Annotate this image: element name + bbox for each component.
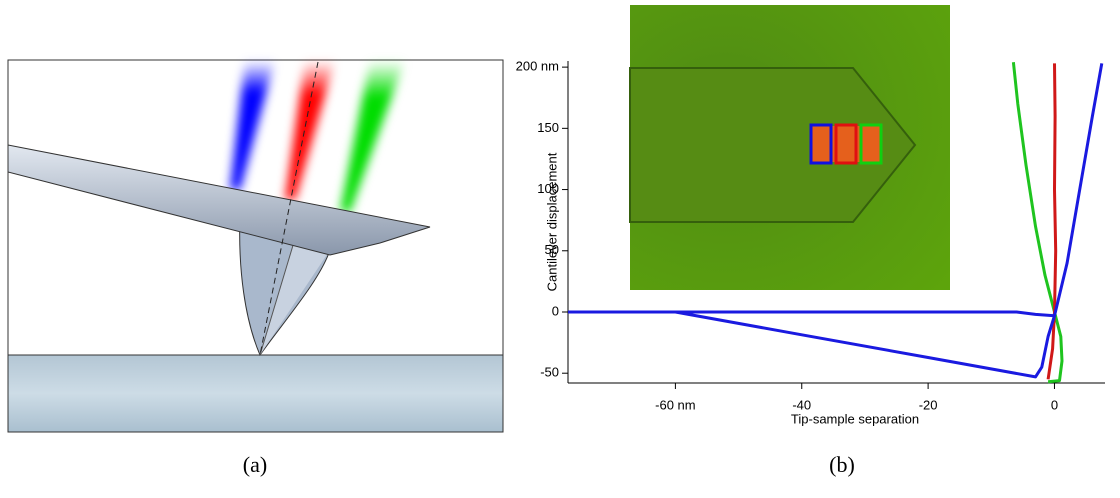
y-tick-label: 150 xyxy=(537,120,559,135)
curve xyxy=(568,312,1055,377)
caption: (a) xyxy=(243,452,267,477)
y-axis-label: Cantilever displacement xyxy=(544,152,559,291)
cantilever-diagram xyxy=(8,60,503,432)
y-tick-label: 50 xyxy=(545,242,559,257)
x-tick-label: -20 xyxy=(919,397,938,412)
x-tick-label: -60 nm xyxy=(655,397,695,412)
figure: (a) Cantilever displacement Tip-sample s… xyxy=(0,0,1120,493)
y-tick-label: 200 nm xyxy=(516,59,559,74)
caption: (b) xyxy=(829,452,855,477)
y-tick-label: 0 xyxy=(552,303,559,318)
y-tick-label: -50 xyxy=(540,365,559,380)
x-axis-label: Tip-sample separation xyxy=(791,411,919,426)
x-tick-label: -40 xyxy=(792,397,811,412)
inset-image xyxy=(630,5,950,290)
x-tick-label: 0 xyxy=(1051,397,1058,412)
y-tick-label: 100 xyxy=(537,181,559,196)
